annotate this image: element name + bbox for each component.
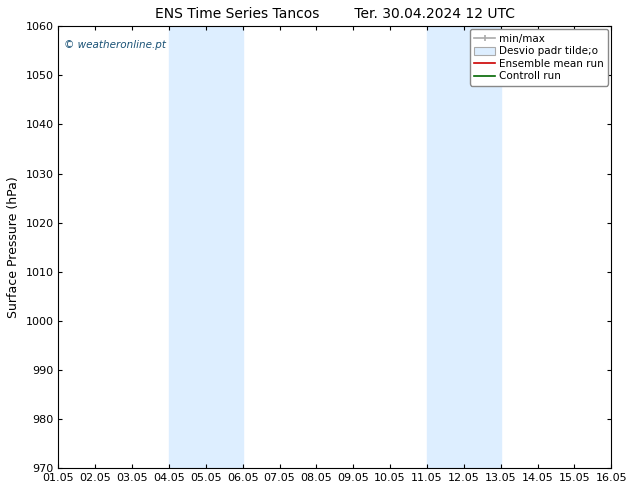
Legend: min/max, Desvio padr tilde;o, Ensemble mean run, Controll run: min/max, Desvio padr tilde;o, Ensemble m…	[470, 29, 608, 86]
Bar	[169, 26, 243, 468]
Y-axis label: Surface Pressure (hPa): Surface Pressure (hPa)	[7, 176, 20, 318]
Text: © weatheronline.pt: © weatheronline.pt	[64, 40, 166, 49]
Title: ENS Time Series Tancos        Ter. 30.04.2024 12 UTC: ENS Time Series Tancos Ter. 30.04.2024 1…	[155, 7, 515, 21]
Bar	[427, 26, 501, 468]
